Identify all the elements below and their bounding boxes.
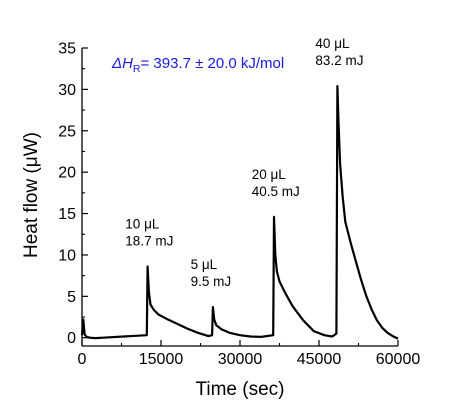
y-tick-label: 25 xyxy=(58,123,76,140)
series-line xyxy=(80,85,399,340)
y-tick-label: 30 xyxy=(58,82,76,99)
x-tick-label: 60000 xyxy=(376,351,421,368)
peak-annotation: 20 μL xyxy=(252,167,287,182)
x-tick-label: 30000 xyxy=(218,351,263,368)
enthalpy-value: = 393.7 ± 20.0 kJ/mol xyxy=(141,55,285,72)
x-axis-title: Time (sec) xyxy=(195,379,284,400)
y-tick-label: 5 xyxy=(67,289,76,306)
y-tick-label: 0 xyxy=(67,330,76,347)
peak-annotation: 83.2 mJ xyxy=(315,53,363,68)
enthalpy-subscript: R xyxy=(133,63,141,75)
x-tick-label: 0 xyxy=(78,351,87,368)
y-tick-label: 15 xyxy=(58,206,76,223)
enthalpy-label: ΔHR= 393.7 ± 20.0 kJ/mol xyxy=(111,55,284,75)
x-tick-label: 15000 xyxy=(139,351,184,368)
y-tick-label: 35 xyxy=(58,41,76,58)
peak-annotation: 5 μL xyxy=(191,257,218,272)
enthalpy-symbol: ΔH xyxy=(111,55,133,72)
peak-annotation: 40 μL xyxy=(315,36,350,51)
peak-annotation: 10 μL xyxy=(125,217,160,232)
axes: 0 15000 30000 45000 60000 0 5 10 15 20 25 30 35 xyxy=(58,41,420,369)
peak-annotation: 9.5 mJ xyxy=(191,274,232,289)
peak-annotation: 18.7 mJ xyxy=(125,234,173,249)
x-tick-label: 45000 xyxy=(297,351,342,368)
annotations: 10 μL 18.7 mJ 5 μL 9.5 mJ 20 μL 40.5 mJ 40 μL 8… xyxy=(125,36,363,289)
peak-annotation: 40.5 mJ xyxy=(252,184,300,199)
series-layer xyxy=(80,85,399,340)
y-tick-label: 10 xyxy=(58,247,76,264)
y-axis-title: Heat flow (μW) xyxy=(21,132,42,258)
y-tick-label: 20 xyxy=(58,165,76,182)
